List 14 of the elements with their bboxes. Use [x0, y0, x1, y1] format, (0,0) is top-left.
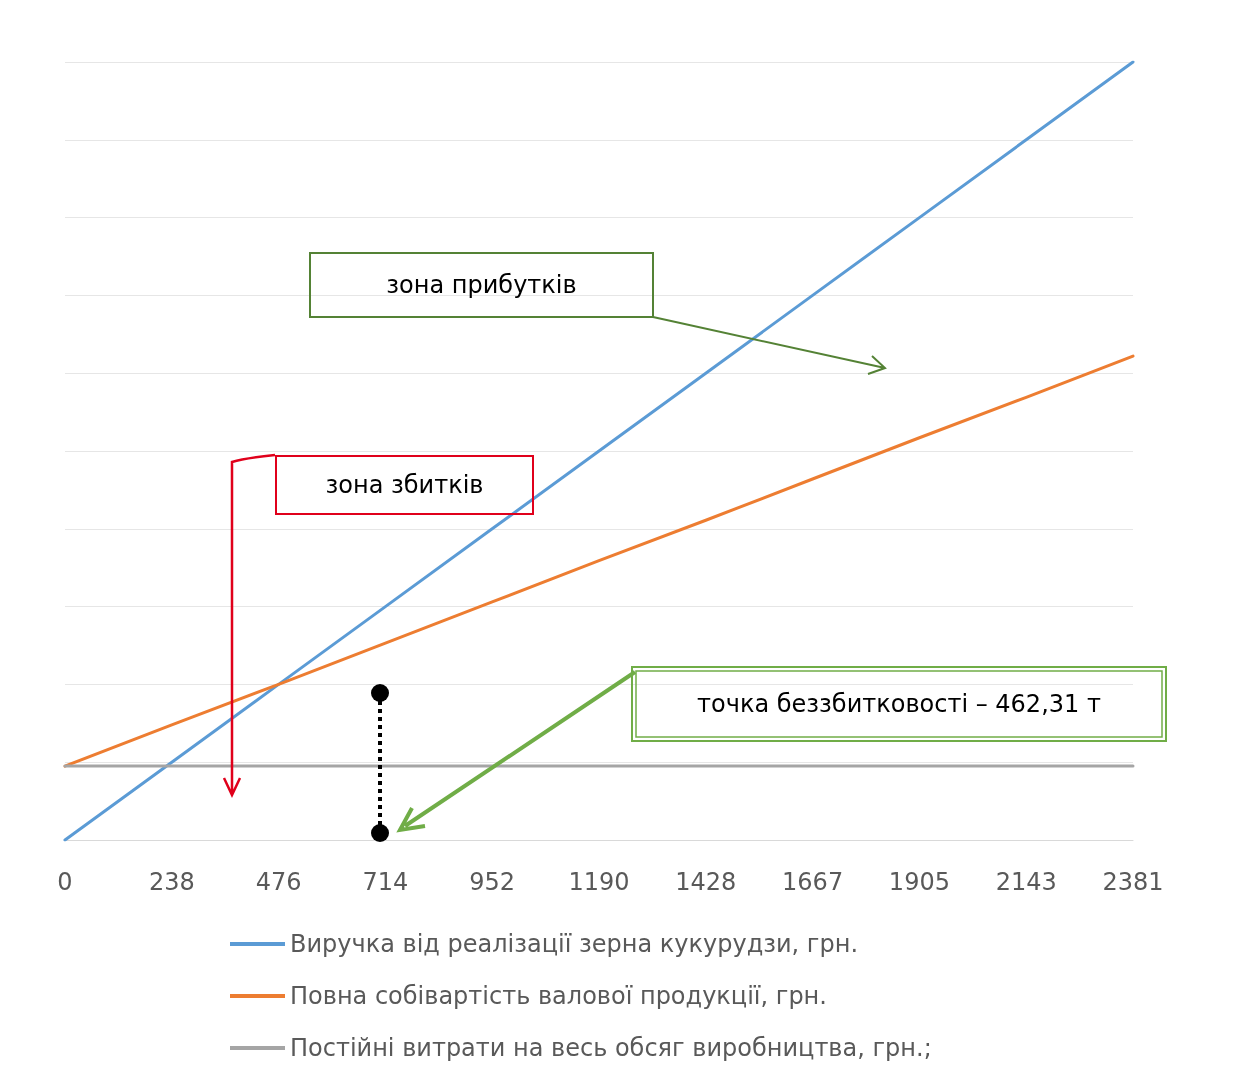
x-tick-label: 0: [57, 868, 73, 896]
x-tick-label: 2381: [1102, 868, 1164, 896]
x-tick-label: 1428: [675, 868, 737, 896]
x-tick-label: 952: [469, 868, 516, 896]
x-tick-label: 2143: [995, 868, 1057, 896]
x-tick-label: 1905: [888, 868, 950, 896]
x-tick-label: 238: [148, 868, 195, 896]
x-tick-label: 1667: [782, 868, 844, 896]
legend-label: Постійні витрати на весь обсяг виробництва, грн.;: [290, 1034, 932, 1062]
x-tick-label: 1190: [568, 868, 630, 896]
x-tick-label: 714: [362, 868, 409, 896]
legend-label: Виручка від реалізації зерна кукурудзи, грн.: [290, 930, 859, 958]
legend-label: Повна собівартість валової продукції, грн.: [290, 982, 827, 1010]
x-tick-label: 476: [255, 868, 302, 896]
